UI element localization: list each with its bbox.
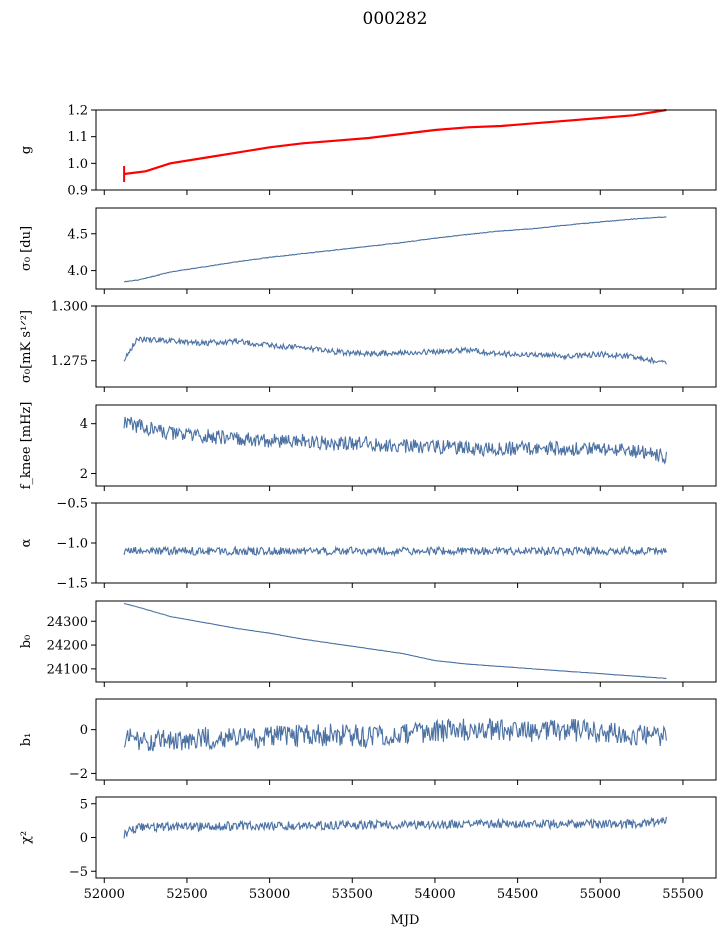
panel-b0: 24100 24200 24300 b₀	[19, 600, 717, 687]
series-line-alpha	[123, 545, 667, 558]
y-tick-label: 24300	[47, 615, 88, 630]
panel-g: 0.9 1.0 1.1 1.2 g	[19, 104, 717, 199]
x-tick-label: 55500	[662, 887, 703, 902]
x-tick-label: 52000	[84, 887, 125, 902]
x-tick-label: 54000	[414, 887, 455, 902]
x-tick-label: 53500	[332, 887, 373, 902]
series-line-b1	[123, 718, 667, 752]
x-axis-label: MJD	[391, 913, 420, 928]
y-axis-label-alpha: α	[19, 538, 34, 547]
y-tick-label: 1.1	[67, 130, 88, 145]
y-tick-label: −1.0	[56, 537, 88, 552]
y-tick-label: 4.5	[67, 227, 88, 242]
y-tick-label: −0.5	[56, 497, 88, 512]
axes-frame-b0	[95, 600, 717, 683]
x-tick-label: 55000	[580, 887, 621, 902]
panel-chi2: −5 0 5 χ²	[19, 796, 717, 883]
y-tick-label: 1.0	[67, 157, 88, 172]
y-tick-label: −5	[69, 865, 88, 880]
panel-alpha: −1.5 −1.0 −0.5 α	[19, 497, 717, 592]
y-axis-label-g: g	[19, 146, 34, 154]
axes-frame-sigma0_du	[95, 207, 717, 290]
y-tick-label: 0	[80, 723, 88, 738]
y-tick-label: 4	[80, 417, 88, 432]
x-tick-label: 52500	[166, 887, 207, 902]
y-tick-label: 5	[80, 797, 88, 812]
axes-frame-alpha	[95, 502, 717, 584]
axes-frame-g	[95, 109, 717, 191]
y-axis-label-chi2: χ²	[19, 831, 34, 844]
y-tick-label: 2	[80, 467, 88, 482]
x-tick-label: 53000	[249, 887, 290, 902]
overlay-line-g	[123, 108, 667, 176]
panel-fknee: 2 4 f_knee [mHz]	[19, 402, 717, 491]
y-tick-label: 1.300	[51, 300, 88, 315]
y-tick-label: 24100	[47, 662, 88, 677]
y-axis-label-fknee: f_knee [mHz]	[19, 402, 34, 490]
panel-sigma0_mk: 1.275 1.300 σ₀[mK s¹ᐟ²]	[19, 300, 717, 392]
panel-sigma0_du: 4.0 4.5 σ₀ [du]	[19, 207, 717, 294]
y-tick-label: 1.275	[51, 354, 88, 369]
axes-frame-chi2	[95, 796, 717, 879]
series-line-chi2	[123, 816, 667, 839]
figure-title: 000282	[363, 9, 428, 29]
axes-frame-b1	[95, 698, 717, 781]
y-tick-label: 1.2	[67, 104, 88, 119]
x-tick-label: 54500	[497, 887, 538, 902]
y-tick-label: −1.5	[56, 577, 88, 592]
y-axis-label-b0: b₀	[19, 635, 34, 649]
y-tick-label: 0	[80, 831, 88, 846]
panels: 0.9 1.0 1.1 1.2 g 4.0 4.5 σ₀ [du] 1.275 1.300 σ₀[m…	[19, 104, 717, 902]
y-axis-label-b1: b₁	[19, 733, 34, 747]
axes-frame-fknee	[95, 404, 717, 487]
series-line-fknee	[123, 416, 667, 465]
y-tick-label: 24200	[47, 639, 88, 654]
series-line-b0	[123, 602, 667, 680]
y-tick-label: 0.9	[67, 184, 88, 199]
series-line-sigma0_du	[123, 216, 667, 283]
y-tick-label: 4.0	[67, 264, 88, 279]
y-axis-label-sigma0_mk: σ₀[mK s¹ᐟ²]	[19, 310, 34, 383]
series-line-sigma0_mk	[123, 336, 667, 365]
axes-frame-sigma0_mk	[95, 305, 717, 388]
y-axis-label-sigma0_du: σ₀ [du]	[19, 226, 34, 271]
y-tick-label: −2	[69, 767, 88, 782]
panel-b1: −2 0 b₁	[19, 698, 717, 785]
